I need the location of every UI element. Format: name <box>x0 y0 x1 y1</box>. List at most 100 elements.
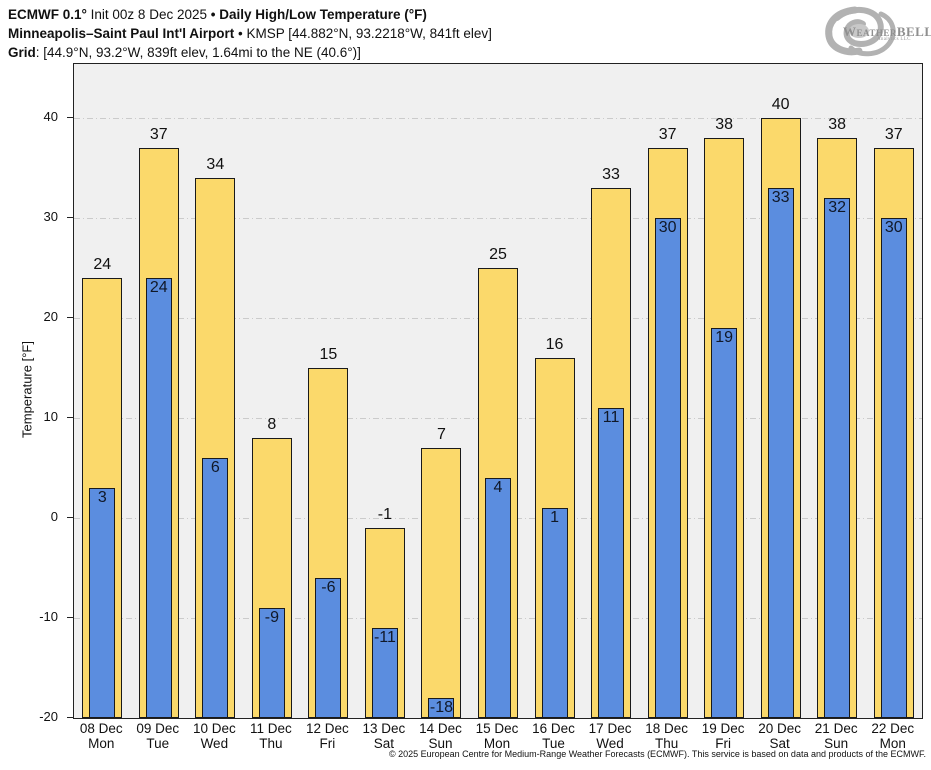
low-value-label: 19 <box>715 329 734 346</box>
low-value-label: -9 <box>264 609 279 626</box>
x-tick-label: 12 Dec Fri <box>295 721 359 751</box>
low-value-label: -11 <box>373 629 396 646</box>
y-tick-mark <box>67 116 73 118</box>
high-bar <box>308 368 349 718</box>
y-tick-label: 20 <box>43 309 58 324</box>
low-value-label: 30 <box>658 219 677 236</box>
low-bar <box>258 608 285 718</box>
high-value-label: 40 <box>771 96 790 113</box>
copyright-text: © 2025 European Centre for Medium-Range … <box>388 749 926 759</box>
x-tick-weekday: Tue <box>146 736 170 751</box>
weatherbell-logo: WeatherBELL Analytics LLC <box>817 4 931 58</box>
low-value-label: 4 <box>493 479 503 496</box>
high-value-label: 33 <box>602 166 620 183</box>
x-tick-weekday: Thu <box>259 736 283 751</box>
low-bar <box>89 488 116 718</box>
x-tick-weekday: Sun <box>428 736 453 751</box>
model-name: ECMWF 0.1° <box>8 7 87 22</box>
low-value-label: 6 <box>210 459 220 476</box>
x-tick-label: 22 Dec Mon <box>861 721 925 751</box>
y-tick-label: 30 <box>43 209 58 224</box>
x-tick-date: 08 Dec <box>79 721 123 736</box>
x-tick-weekday: Mon <box>879 736 906 751</box>
y-tick-mark <box>67 516 73 518</box>
x-tick-weekday: Mon <box>88 736 115 751</box>
x-tick-weekday: Mon <box>483 736 511 751</box>
x-tick-label: 14 Dec Sun <box>408 721 472 751</box>
x-tick-date: 16 Dec <box>532 721 575 736</box>
x-tick-label: 16 Dec Tue <box>522 721 586 751</box>
x-tick-date: 15 Dec <box>475 721 519 736</box>
x-tick-label: 21 Dec Sun <box>804 721 868 751</box>
y-tick-label: 10 <box>43 409 58 424</box>
x-tick-weekday: Sat <box>769 736 790 751</box>
station-name: Minneapolis–Saint Paul Int'l Airport <box>8 26 235 41</box>
low-value-label: 11 <box>602 409 620 426</box>
low-value-label: 32 <box>828 199 847 216</box>
low-value-label: -6 <box>321 579 336 596</box>
high-value-label: 37 <box>884 126 903 143</box>
low-value-label: -18 <box>429 699 454 716</box>
high-value-label: 8 <box>267 416 277 433</box>
x-tick-label: 15 Dec Mon <box>465 721 529 751</box>
x-tick-date: 21 Dec <box>814 721 858 736</box>
low-value-label: 33 <box>771 189 790 206</box>
x-tick-date: 09 Dec <box>136 721 180 736</box>
x-tick-label: 10 Dec Wed <box>182 721 246 751</box>
low-value-label: 1 <box>550 509 559 526</box>
high-value-label: 37 <box>149 126 168 143</box>
y-tick-label: 40 <box>43 109 58 124</box>
grid-label: Grid <box>8 45 36 60</box>
low-bar <box>598 408 625 718</box>
y-tick-mark <box>67 316 73 318</box>
x-tick-weekday: Thu <box>654 736 679 751</box>
x-tick-date: 20 Dec <box>758 721 802 736</box>
high-value-label: 38 <box>828 116 847 133</box>
y-tick-label: -20 <box>39 709 58 724</box>
low-bar <box>371 628 398 718</box>
y-tick-mark <box>67 716 73 718</box>
y-axis-title: Temperature [°F] <box>19 341 35 438</box>
x-tick-label: 18 Dec Thu <box>635 721 699 751</box>
x-tick-label: 09 Dec Tue <box>126 721 190 751</box>
header-line-2: Minneapolis–Saint Paul Int'l Airport • K… <box>8 24 492 43</box>
x-tick-weekday: Sat <box>373 736 395 751</box>
x-tick-weekday: Wed <box>200 736 229 751</box>
header-line-1: ECMWF 0.1° Init 00z 8 Dec 2025 • Daily H… <box>8 5 492 24</box>
y-tick-label: 0 <box>50 509 58 524</box>
low-bar <box>711 328 738 718</box>
x-tick-label: 20 Dec Sat <box>748 721 812 751</box>
x-tick-label: 11 Dec Thu <box>239 721 303 751</box>
low-bar <box>767 188 794 718</box>
x-tick-weekday: Fri <box>715 736 731 751</box>
x-tick-weekday: Tue <box>542 736 565 751</box>
x-tick-date: 12 Dec <box>306 721 349 736</box>
x-tick-date: 11 Dec <box>249 721 292 736</box>
low-bar <box>428 698 455 718</box>
x-tick-date: 22 Dec <box>871 721 915 736</box>
low-bar <box>145 278 172 718</box>
high-value-label: 25 <box>489 246 507 263</box>
gridline <box>74 117 922 119</box>
low-bar <box>315 578 342 718</box>
x-tick-label: 17 Dec Wed <box>578 721 642 751</box>
high-value-label: 7 <box>437 426 446 443</box>
chart-title: • Daily High/Low Temperature (°F) <box>210 7 427 22</box>
logo-subtext: Analytics LLC <box>877 37 911 42</box>
high-value-label: -1 <box>377 506 393 523</box>
x-tick-date: 18 Dec <box>645 721 688 736</box>
swirl-icon <box>825 6 896 57</box>
low-bar <box>824 198 851 718</box>
init-time: Init 00z 8 Dec 2025 <box>86 7 211 22</box>
x-tick-date: 10 Dec <box>192 721 236 736</box>
x-tick-date: 17 Dec <box>588 721 632 736</box>
y-tick-label: -10 <box>39 609 58 624</box>
x-tick-weekday: Sun <box>824 736 849 751</box>
low-bar <box>541 508 568 718</box>
low-bar <box>654 218 681 718</box>
low-bar <box>202 458 229 718</box>
x-tick-label: 08 Dec Mon <box>69 721 133 751</box>
chart-header: ECMWF 0.1° Init 00z 8 Dec 2025 • Daily H… <box>8 5 492 62</box>
high-value-label: 37 <box>658 126 677 143</box>
